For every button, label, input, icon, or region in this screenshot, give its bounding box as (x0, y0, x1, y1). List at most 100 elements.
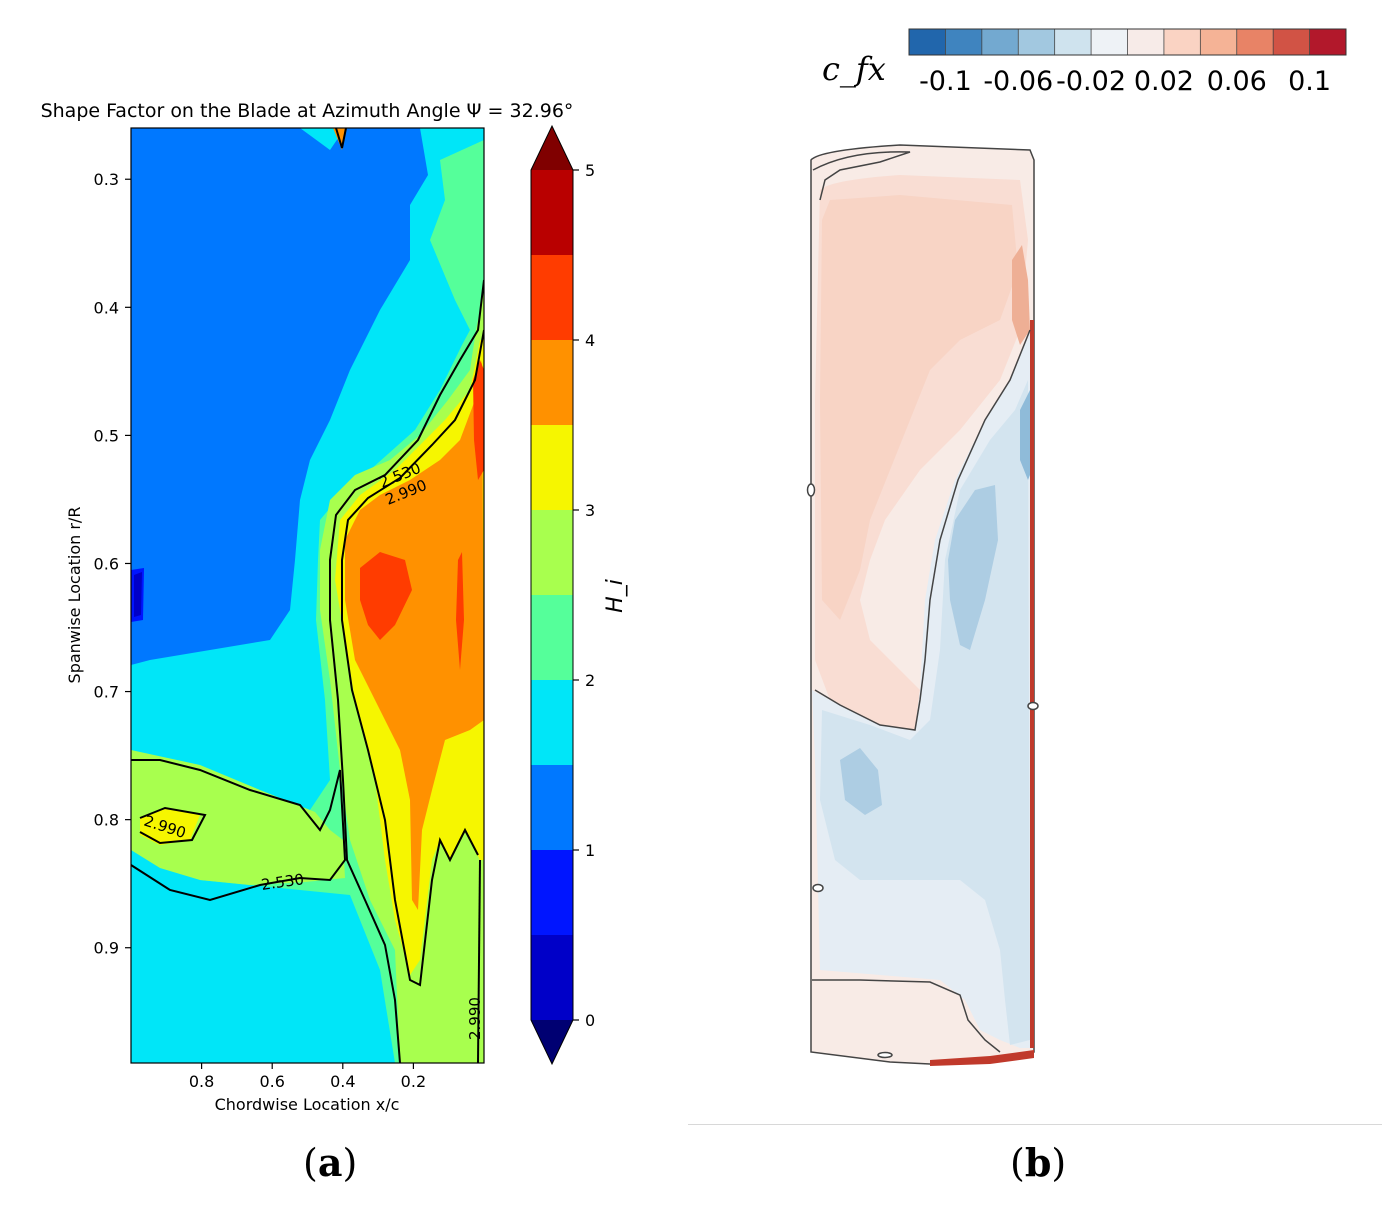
colorbar-cfx-tick-label: -0.02 (1056, 66, 1126, 97)
x-tick-label: 0.6 (259, 1072, 284, 1091)
region-level-0-sliver (134, 572, 142, 617)
colorbar-bin (531, 340, 573, 425)
colorbar-tick-label: 1 (585, 841, 595, 860)
contour-line-2530-lower (131, 759, 347, 902)
x-tick-label: 0.2 (401, 1072, 426, 1091)
positive-region-core (820, 195, 1018, 620)
negative-region (812, 330, 1034, 1048)
chart-title: Shape Factor on the Blade at Azimuth Ang… (41, 100, 574, 122)
x-tick-label: 0.8 (189, 1072, 214, 1091)
contour-labels: 2.530 2.990 2.990 2.530 2.990 (142, 459, 484, 1040)
colorbar-bin (531, 425, 573, 510)
positive-edge-bottom (930, 1050, 1034, 1066)
region-level-3-lower (131, 880, 360, 1030)
contour-line-2530-upper (329, 279, 484, 1063)
contour-line-2990-spot (139, 806, 207, 845)
shape-factor-chart: Shape Factor on the Blade at Azimuth Ang… (41, 100, 628, 1114)
colorbar-extend-max (531, 126, 573, 170)
colorbar-bin (531, 255, 573, 340)
region-level-8-streak (473, 360, 484, 480)
contour-line-2990-upper (341, 329, 484, 987)
contour-label: 2.530 (260, 870, 305, 894)
colorbar-bin (531, 170, 573, 255)
contour-marker (877, 1051, 893, 1059)
colorbar-cfx-bin (1309, 29, 1347, 55)
colorbar-extend-min (531, 1020, 573, 1064)
colorbar-cfx-label: c_fx (822, 50, 886, 88)
colorbar-cfx-tick-label: -0.1 (919, 66, 972, 97)
region-level-1-upper (131, 128, 428, 665)
colorbar-tick-label: 0 (585, 1011, 595, 1030)
colorbar-cfx-bin (981, 29, 1019, 55)
x-axis-label: Chordwise Location x/c (215, 1095, 400, 1114)
colorbar-cfx-bin (1127, 29, 1165, 55)
colorbar-tick-label: 5 (585, 161, 595, 180)
positive-edge-right (1030, 320, 1034, 1048)
y-tick-label: 0.8 (94, 811, 119, 830)
cfx-zero-contours (812, 151, 1031, 1053)
negative-streak-right (1020, 390, 1032, 480)
colorbar-cfx-bin (1018, 29, 1056, 55)
negative-blob-upper (948, 485, 998, 650)
y-tick-label: 0.3 (94, 170, 119, 189)
caption-a: (a) (303, 1140, 358, 1185)
contour-field (131, 128, 484, 1063)
negative-region-core (820, 380, 1030, 1045)
colorbar-cfx-bin (1236, 29, 1274, 55)
plot-frame (130, 127, 485, 1064)
region-level-7 (345, 360, 484, 910)
region-level-1-lowleft (131, 1000, 190, 1063)
colorbar-cfx-ticks: -0.1 -0.06 -0.02 0.02 0.06 0.1 (919, 66, 1331, 97)
contour-marker (1027, 701, 1039, 711)
colorbar-cfx-bin (1163, 29, 1201, 55)
region-level-5-band (131, 750, 345, 885)
contour-label: 2.990 (466, 997, 484, 1040)
blade-base (810, 144, 1035, 1065)
x-tick-label: 0.4 (330, 1072, 355, 1091)
y-tick-label: 0.4 (94, 298, 119, 317)
positive-region (815, 175, 1028, 730)
y-axis: 0.3 0.4 0.5 0.6 0.7 0.8 0.9 (94, 170, 131, 958)
zero-contour-main (814, 329, 1031, 731)
colorbar-cfx-tick-label: 0.06 (1207, 66, 1267, 97)
colorbar-cfx-tick-label: -0.06 (983, 66, 1053, 97)
y-tick-label: 0.7 (94, 683, 119, 702)
x-axis: 0.8 0.6 0.4 0.2 (189, 1063, 426, 1091)
colorbar-cfx-bin (909, 29, 946, 55)
colorbar-cfx-bin (1054, 29, 1092, 55)
colorbar-cfx-bin (945, 29, 983, 55)
colorbar-cfx-bin (1273, 29, 1311, 55)
zero-contour-bottom (812, 979, 1001, 1053)
zero-contour-top (812, 151, 911, 201)
colorbar-bin (531, 595, 573, 680)
colorbar-hi: 0 1 2 3 4 5 (530, 124, 595, 1066)
contour-marker (806, 483, 816, 497)
positive-streak (1012, 245, 1030, 345)
region-level-6-spot (140, 808, 200, 845)
contour-marker (812, 883, 824, 893)
colorbar-bin (531, 850, 573, 935)
caption-b: (b) (1010, 1140, 1067, 1185)
colorbar-cfx-outline (908, 28, 1347, 56)
colorbar-cfx-bin (1200, 29, 1238, 55)
colorbar-tick-label: 3 (585, 501, 595, 520)
blade-surface (806, 144, 1039, 1066)
colorbar-cfx-bin (1091, 29, 1128, 55)
colorbar-bin (531, 765, 573, 850)
y-axis-label: Spanwise Location r/R (65, 507, 84, 684)
y-tick-label: 0.6 (94, 554, 119, 573)
colorbar-tick-label: 2 (585, 671, 595, 690)
colorbar-tick-label: 4 (585, 331, 595, 350)
colorbar-cfx (908, 28, 1347, 56)
colorbar-bin (531, 935, 573, 1020)
separator-line (688, 1124, 1382, 1125)
colorbar-bin (531, 680, 573, 765)
colorbar-label: H_i (603, 579, 628, 613)
colorbar-cfx-tick-label: 0.02 (1134, 66, 1194, 97)
colorbar-cfx-tick-label: 0.1 (1288, 66, 1331, 97)
region-level-8-thin (456, 552, 464, 670)
y-tick-label: 0.9 (94, 939, 119, 958)
y-tick-label: 0.5 (94, 426, 119, 445)
region-level-8-blob (360, 552, 412, 640)
contour-line-edge (477, 859, 481, 1063)
